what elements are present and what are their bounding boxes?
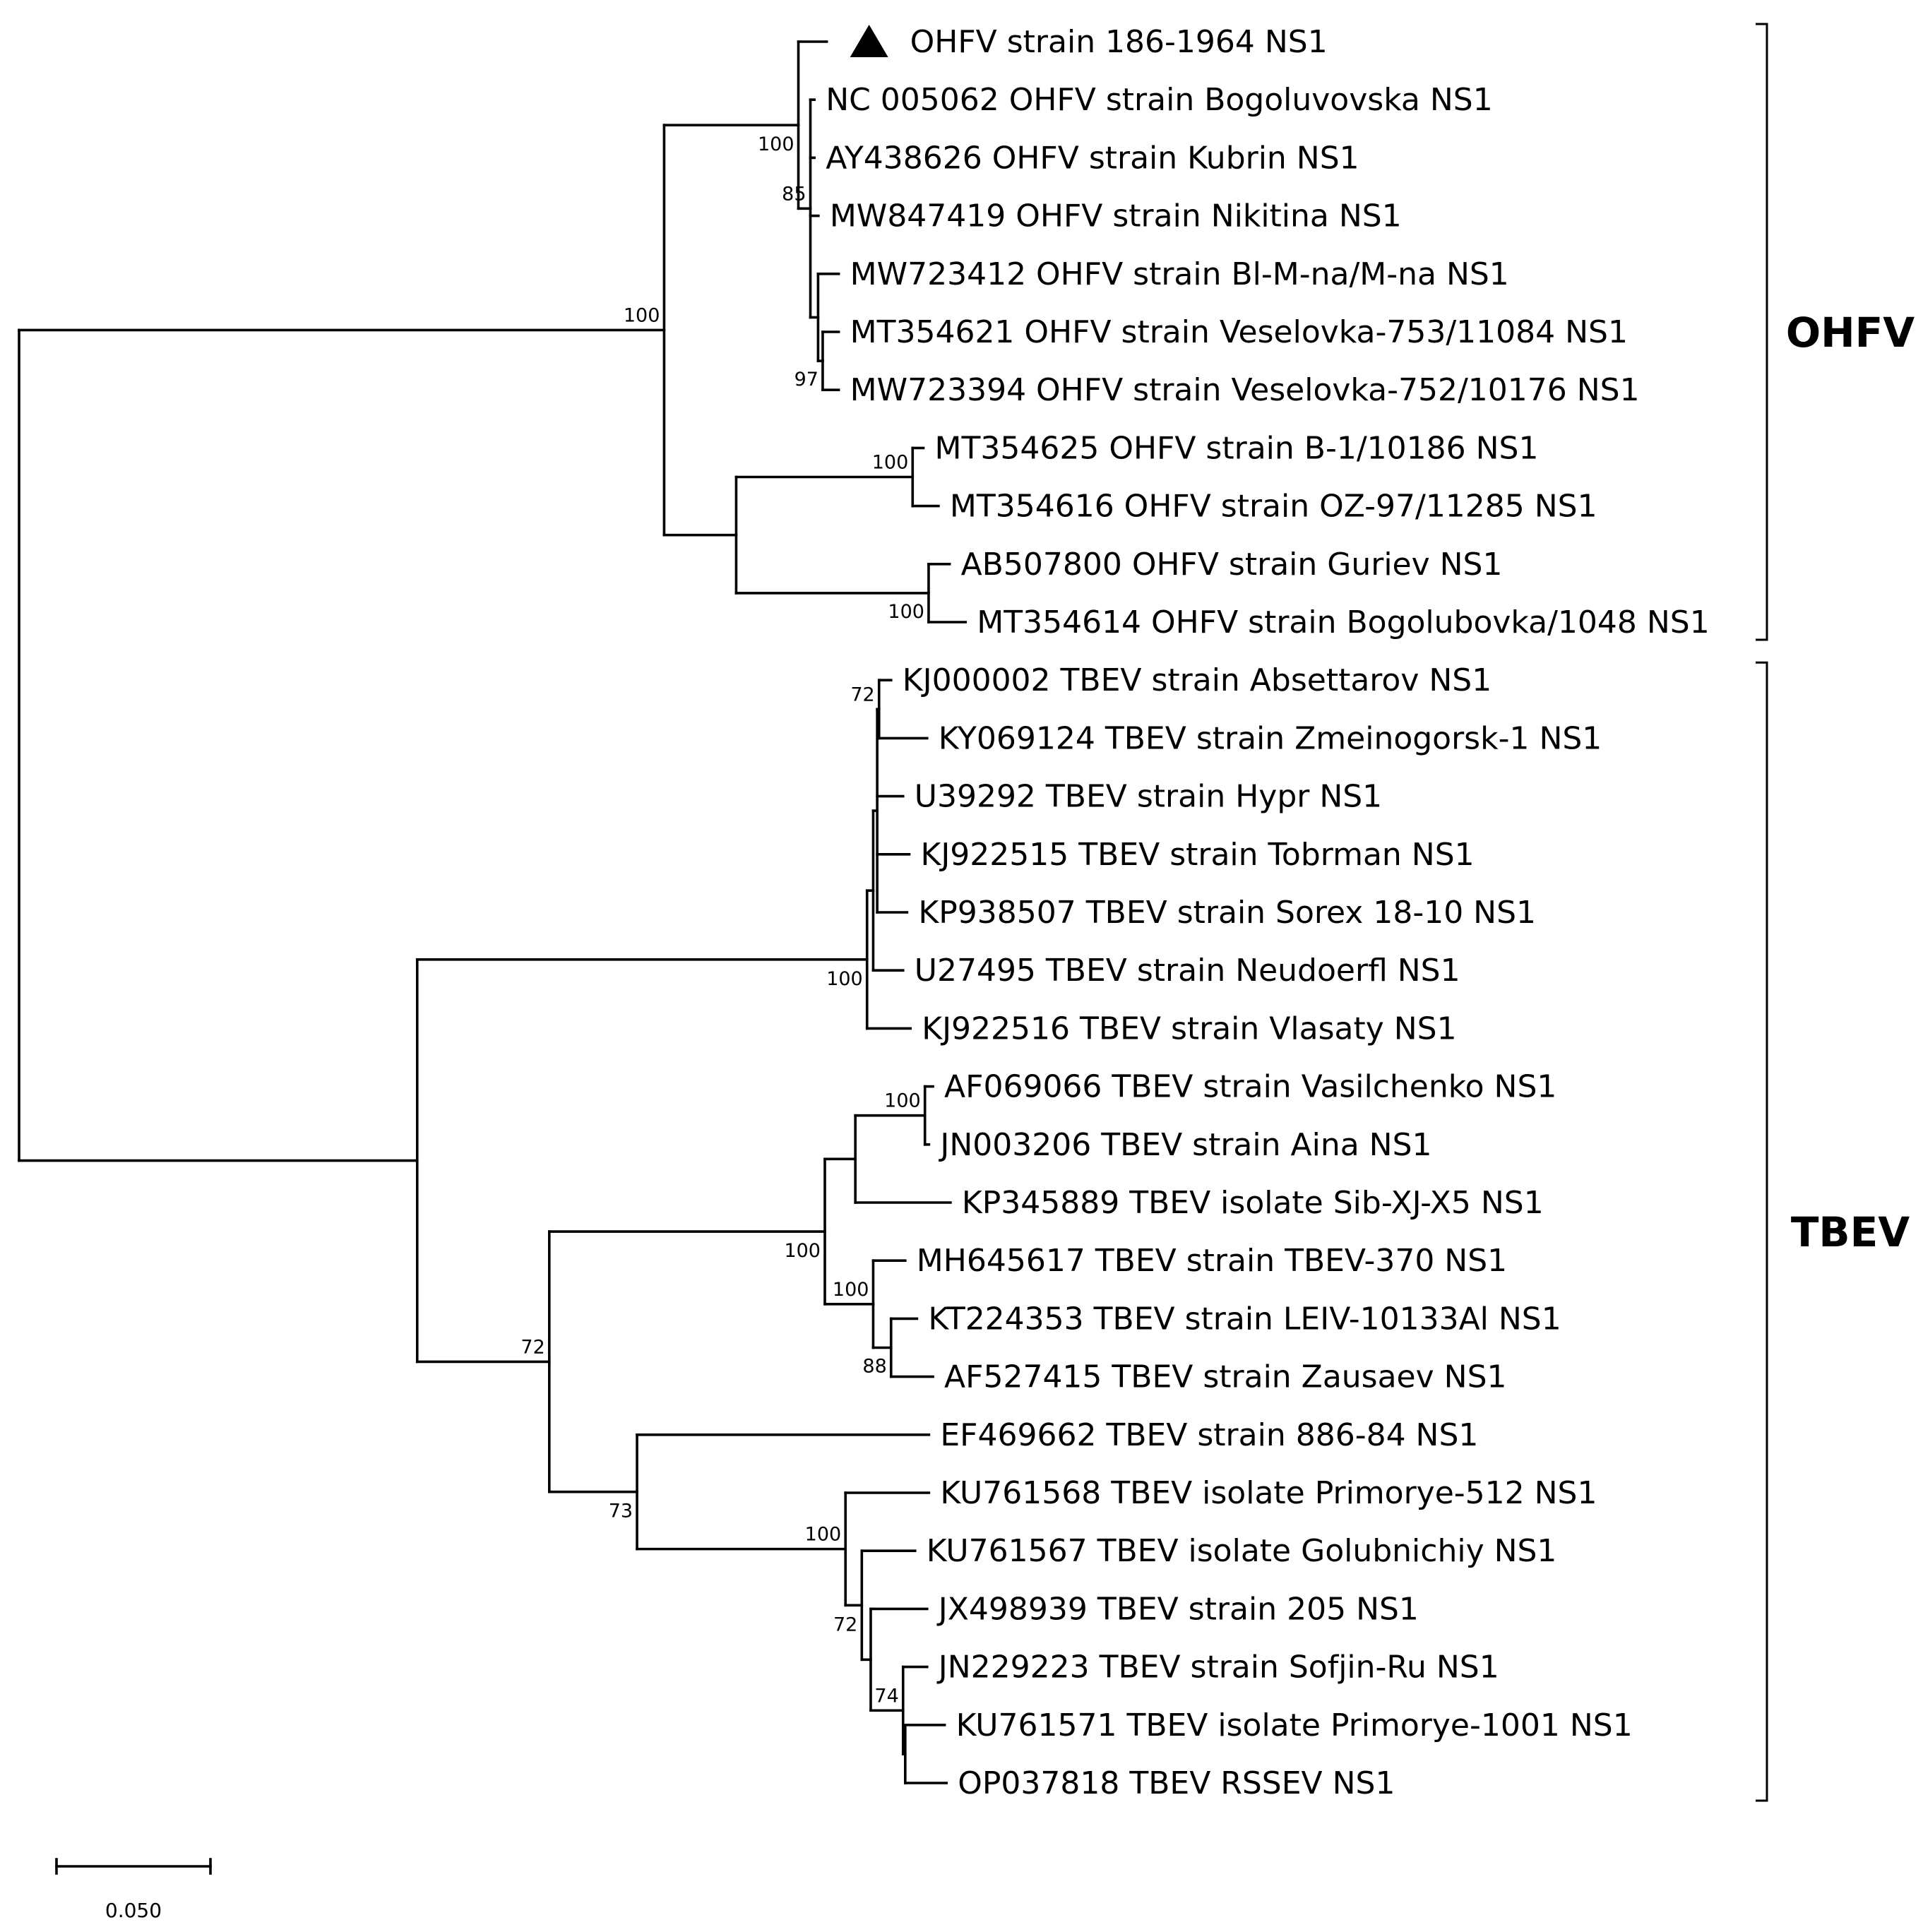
bootstrap-value: 100 [758,133,794,155]
bootstrap-value: 72 [850,684,874,705]
taxon-label: KJ922515 TBEV strain Tobrman NS1 [920,837,1474,873]
taxon-label: JN229223 TBEV strain Sofjin-Ru NS1 [936,1650,1499,1686]
taxon-label: KP938507 TBEV strain Sorex 18-10 NS1 [918,895,1536,931]
scale-bar: 0.050 [55,1858,212,1922]
taxon-label: JN003206 TBEV strain Aina NS1 [938,1127,1431,1163]
taxon-label: KU761571 TBEV isolate Primorye-1001 NS1 [956,1707,1633,1743]
bootstrap-value: 74 [874,1685,898,1707]
tree-branches [18,40,968,1784]
taxon-label: MT354614 OHFV strain Bogolubovka/1048 NS… [977,604,1709,640]
taxon-label: AF527415 TBEV strain Zausaev NS1 [944,1359,1506,1395]
taxon-label: AY438626 OHFV strain Kubrin NS1 [826,140,1359,176]
taxon-label: MW847419 OHFV strain Nikitina NS1 [830,198,1402,234]
taxon-label: AB507800 OHFV strain Guriev NS1 [961,547,1503,583]
bootstrap-value: 72 [833,1614,857,1635]
taxon-label: MH645617 TBEV strain TBEV-370 NS1 [917,1243,1507,1279]
taxon-label: U39292 TBEV strain Hypr NS1 [915,779,1382,815]
taxon-label: KT224353 TBEV strain LEIV-10133Al NS1 [928,1301,1561,1337]
bootstrap-value: 100 [624,304,660,326]
taxon-label: KU761568 TBEV isolate Primorye-512 NS1 [940,1475,1597,1511]
group-bracket [1756,23,1768,641]
bootstrap-value: 100 [884,1090,921,1112]
taxon-label: NC 005062 OHFV strain Bogoluvovska NS1 [826,82,1493,118]
bootstrap-value: 73 [609,1501,633,1522]
bootstrap-value: 72 [520,1336,544,1358]
group-brackets: OHFV TBEV [1756,23,1915,1802]
filled-triangle-icon [850,25,888,57]
bootstrap-value: 85 [782,183,806,205]
taxon-label: AF069066 TBEV strain Vasilchenko NS1 [944,1069,1556,1105]
taxon-label: MW723412 OHFV strain Bl-M-na/M-na NS1 [850,256,1509,292]
taxon-label: OHFV strain 186-1964 NS1 [910,24,1328,60]
group-bracket [1756,661,1768,1802]
bootstrap-value: 100 [826,968,863,990]
taxon-labels: OHFV strain 186-1964 NS1 NC 005062 OHFV s… [826,24,1710,1801]
taxon-label: KJ922516 TBEV strain Vlasaty NS1 [922,1010,1456,1046]
bootstrap-value: 97 [794,369,818,390]
taxon-label: KJ000002 TBEV strain Absettarov NS1 [903,662,1492,698]
taxon-label: EF469662 TBEV strain 886-84 NS1 [940,1417,1478,1453]
taxon-label: OP037818 TBEV RSSEV NS1 [958,1765,1395,1801]
bootstrap-value: 100 [805,1524,842,1546]
bootstrap-value: 100 [784,1240,821,1262]
taxon-label: MT354625 OHFV strain B-1/10186 NS1 [935,430,1539,466]
taxon-label: JX498939 TBEV strain 205 NS1 [936,1591,1419,1627]
taxon-label: U27495 TBEV strain Neudoerfl NS1 [915,953,1460,989]
taxon-label: MT354621 OHFV strain Veselovka-753/11084… [850,314,1628,350]
group-label: TBEV [1791,1208,1910,1256]
taxon-label: MW723394 OHFV strain Veselovka-752/10176… [850,372,1640,408]
bootstrap-value: 100 [833,1279,869,1301]
taxon-label: KU761567 TBEV isolate Golubnichiy NS1 [927,1533,1557,1569]
bootstrap-value: 88 [862,1356,886,1378]
bootstrap-value: 100 [872,452,909,474]
bootstrap-value: 100 [888,601,924,623]
scale-bar-label: 0.050 [105,1899,162,1922]
taxon-label: KY069124 TBEV strain Zmeinogorsk-1 NS1 [939,720,1602,756]
bootstrap-values: 100 100 85 97 100 100 72 100 100 100 100 88 72 73 100 7… [520,133,924,1707]
taxon-label: KP345889 TBEV isolate Sib-XJ-X5 NS1 [962,1185,1544,1221]
group-label: OHFV [1786,309,1915,357]
taxon-label: MT354616 OHFV strain OZ-97/11285 NS1 [950,489,1597,525]
